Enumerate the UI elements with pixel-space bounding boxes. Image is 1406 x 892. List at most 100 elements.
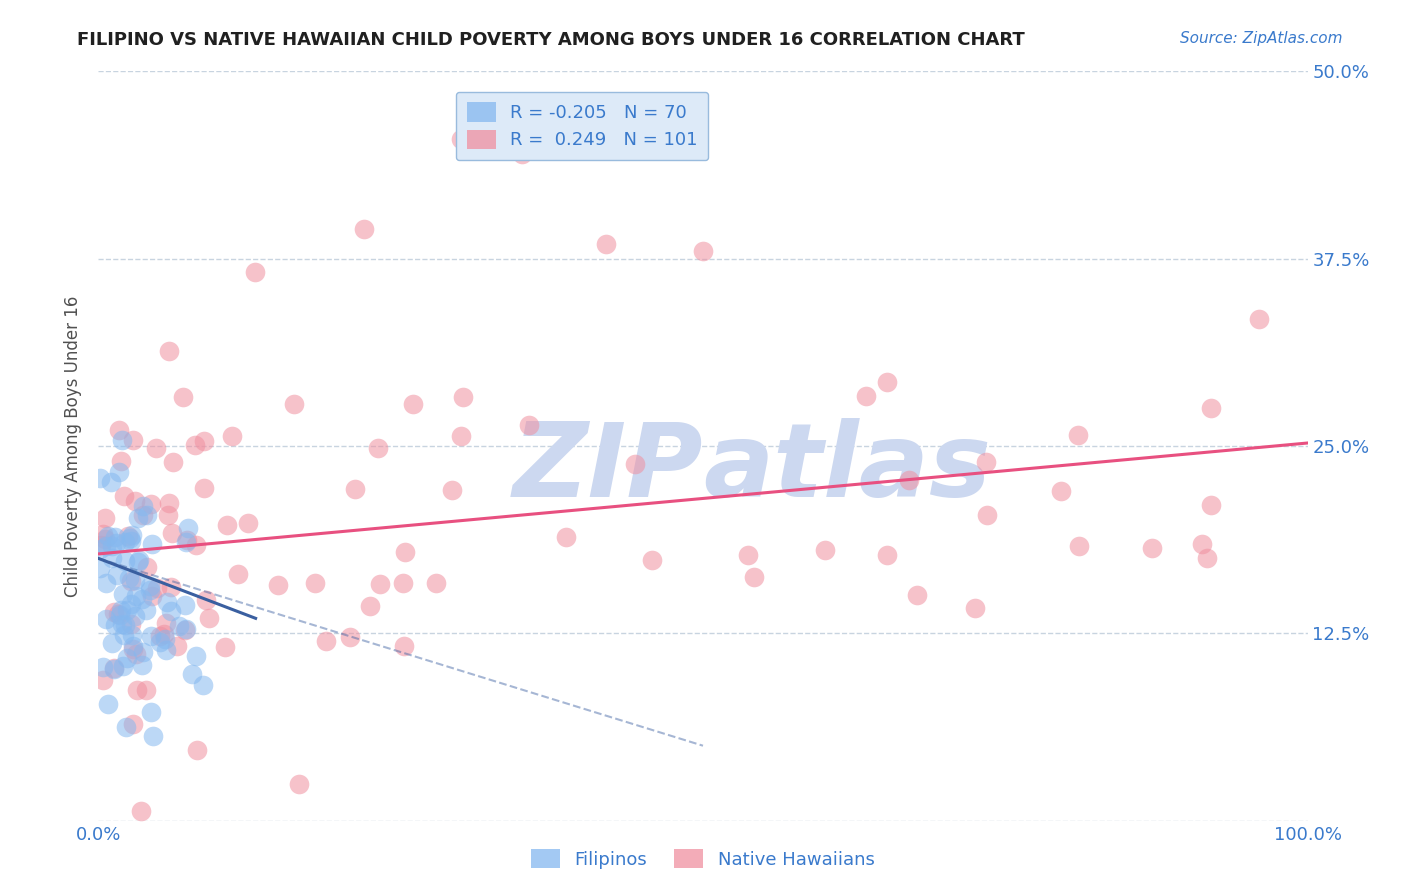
Point — [111, 617, 134, 632]
Point — [370, 576, 392, 591]
Point — [184, 538, 207, 552]
Point — [141, 537, 163, 551]
Point — [876, 375, 898, 389]
Point — [94, 612, 117, 626]
Point — [114, 618, 136, 632]
Point — [315, 633, 337, 648]
Point — [159, 605, 181, 619]
Point — [1069, 539, 1091, 553]
Point — [108, 423, 131, 437]
Text: atlas: atlas — [703, 418, 991, 519]
Point — [110, 603, 132, 617]
Point — [139, 579, 162, 593]
Point — [510, 146, 533, 161]
Point — [156, 508, 179, 523]
Point — [359, 599, 381, 613]
Point — [367, 441, 389, 455]
Point — [157, 344, 180, 359]
Point — [339, 630, 361, 644]
Point — [108, 465, 131, 479]
Point — [976, 508, 998, 522]
Point — [152, 627, 174, 641]
Point — [141, 629, 163, 643]
Point — [425, 575, 447, 590]
Point — [159, 580, 181, 594]
Point — [176, 533, 198, 547]
Point — [89, 542, 111, 557]
Point — [441, 483, 464, 497]
Point — [125, 589, 148, 603]
Point — [166, 640, 188, 654]
Point — [142, 730, 165, 744]
Text: ZIP: ZIP — [512, 418, 703, 519]
Point — [184, 438, 207, 452]
Point — [94, 511, 117, 525]
Point — [226, 567, 249, 582]
Point — [186, 742, 208, 756]
Point — [93, 673, 115, 688]
Point — [127, 510, 149, 524]
Point — [595, 236, 617, 251]
Point — [89, 471, 111, 485]
Point — [121, 528, 143, 542]
Point — [236, 516, 259, 530]
Point — [304, 576, 326, 591]
Point — [177, 521, 200, 535]
Point — [149, 628, 172, 642]
Point — [149, 634, 172, 648]
Point — [100, 475, 122, 489]
Point — [157, 496, 180, 510]
Point — [110, 454, 132, 468]
Point — [181, 667, 204, 681]
Point — [103, 662, 125, 676]
Point — [114, 535, 136, 549]
Point — [243, 264, 266, 278]
Point — [91, 660, 114, 674]
Point — [129, 805, 152, 819]
Point — [124, 573, 146, 587]
Point — [173, 598, 195, 612]
Point — [139, 582, 162, 597]
Point — [112, 628, 135, 642]
Point — [450, 132, 472, 146]
Point — [136, 508, 159, 522]
Point — [897, 473, 920, 487]
Point — [111, 587, 134, 601]
Point — [174, 622, 197, 636]
Point — [394, 545, 416, 559]
Point — [120, 597, 142, 611]
Point — [132, 645, 155, 659]
Point — [118, 531, 141, 545]
Point — [107, 607, 129, 622]
Point — [450, 429, 472, 443]
Point — [1249, 311, 1271, 326]
Point — [353, 221, 375, 235]
Point — [120, 533, 142, 548]
Point — [162, 455, 184, 469]
Point — [122, 717, 145, 731]
Point — [139, 705, 162, 719]
Point — [97, 529, 120, 543]
Point — [267, 578, 290, 592]
Point — [641, 553, 664, 567]
Point — [125, 683, 148, 698]
Point — [215, 518, 238, 533]
Point — [101, 635, 124, 649]
Point — [1140, 541, 1163, 556]
Point — [135, 560, 157, 574]
Point — [155, 615, 177, 630]
Point — [132, 508, 155, 523]
Point — [91, 526, 114, 541]
Point — [117, 602, 139, 616]
Y-axis label: Child Poverty Among Boys Under 16: Child Poverty Among Boys Under 16 — [65, 295, 83, 597]
Point — [145, 441, 167, 455]
Point — [742, 570, 765, 584]
Point — [155, 632, 177, 647]
Point — [90, 539, 112, 553]
Point — [114, 720, 136, 734]
Point — [104, 536, 127, 550]
Point — [121, 628, 143, 642]
Point — [156, 595, 179, 609]
Point — [101, 539, 124, 553]
Point — [127, 555, 149, 569]
